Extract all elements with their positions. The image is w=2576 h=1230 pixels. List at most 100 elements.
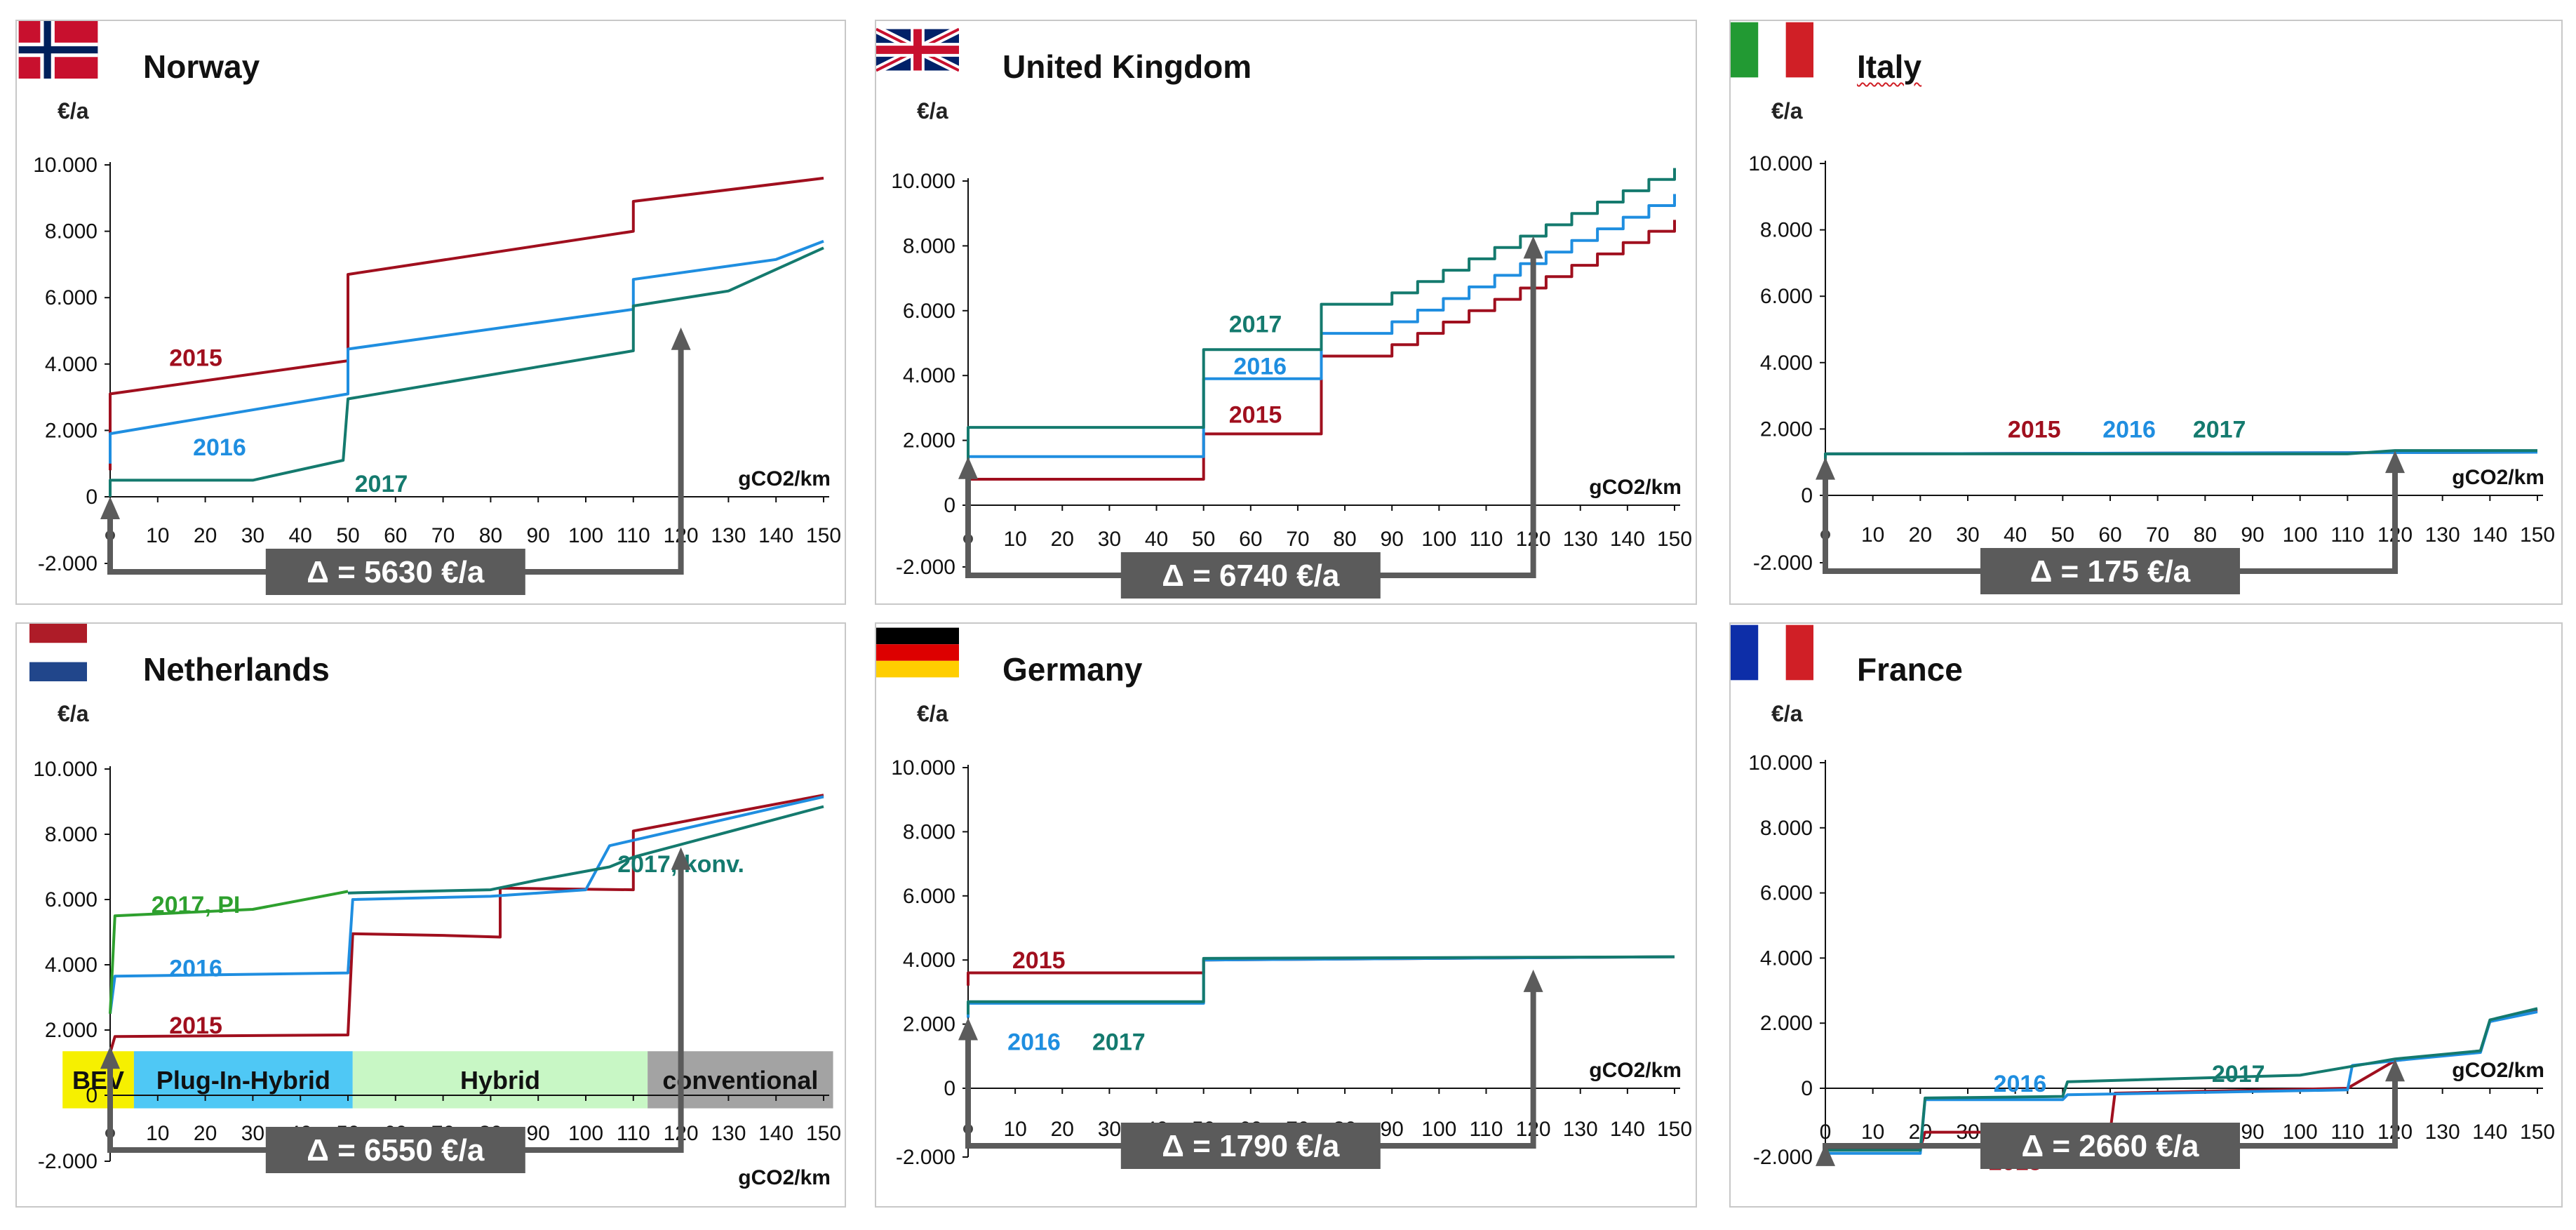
y-tick-label: 4.000 (45, 954, 98, 977)
x-tick-label: 0 (1820, 1121, 1832, 1144)
series-line-2015 (109, 176, 824, 471)
delta-box (1980, 1123, 2240, 1169)
series-line-2017-konv- (347, 805, 824, 895)
x-tick-label: 110 (1470, 1118, 1503, 1141)
x-tick-label: 60 (1239, 528, 1262, 551)
y-tick-label: 10.000 (33, 758, 98, 781)
y-tick-label: 6.000 (45, 286, 98, 309)
series-line-2017 (1825, 1007, 2538, 1152)
y-tick-label: 4.000 (45, 353, 98, 376)
y-tick-label: 0 (86, 1084, 98, 1107)
x-tick-label: 70 (431, 524, 455, 547)
italy-flag (1731, 22, 1813, 78)
y-tick-label: 4.000 (1760, 352, 1813, 375)
x-tick-label: 140 (758, 1122, 793, 1145)
x-tick-label: 40 (1145, 528, 1168, 551)
y-tick-label: 6.000 (1760, 882, 1813, 905)
vehicle-class-label: Hybrid (460, 1066, 540, 1095)
x-axis-unit: gCO2/km (1589, 476, 1682, 499)
vehicle-class-label: conventional (662, 1066, 818, 1095)
x-tick-label: 20 (1909, 523, 1932, 547)
delta-box (265, 549, 525, 595)
y-tick-label: 2.000 (1760, 417, 1813, 441)
x-tick-label: 130 (2425, 523, 2460, 547)
x-tick-label: 130 (1563, 528, 1598, 551)
x-tick-label: 90 (1381, 528, 1404, 551)
x-tick-label: 130 (1563, 1118, 1598, 1141)
chart-panel-netherlands: Netherlands €/a BEV Plug-In-Hybrid Hybrid c… (15, 622, 846, 1208)
x-tick-label: 30 (241, 524, 264, 547)
x-tick-label: 100 (2283, 523, 2318, 547)
x-tick-label: 20 (194, 1122, 217, 1145)
delta-value: Δ = 175 €/a (2030, 554, 2191, 589)
chart-plot: 10.000 8.000 6.000 4.000 2.000 0 -2.000 10 20 30 4… (33, 154, 841, 595)
series-label: 2016 (2102, 416, 2156, 443)
y-tick-label: 2.000 (45, 419, 98, 442)
delta-arrowhead-right (2385, 1059, 2405, 1082)
y-tick-label: 6.000 (45, 888, 98, 911)
united-kingdom-flag (876, 25, 959, 74)
delta-value: Δ = 5630 €/a (307, 555, 485, 589)
x-tick-label: 10 (146, 524, 169, 547)
x-tick-label: 10 (1003, 1118, 1026, 1141)
series-label: 2017 (355, 471, 408, 497)
delta-arrowhead-left (958, 456, 978, 479)
delta-arrowhead-right (671, 847, 691, 870)
delta-arrowhead-left (1816, 1143, 1835, 1166)
y-tick-label: 6.000 (903, 300, 955, 323)
series-line-2017 (967, 955, 1675, 1015)
y-tick-label: 2.000 (903, 429, 955, 453)
x-tick-label: 90 (2241, 1121, 2264, 1144)
x-tick-label: 10 (1003, 528, 1026, 551)
x-tick-label: 20 (1051, 1118, 1074, 1141)
y-tick-label: 10.000 (891, 170, 955, 193)
chart-title: Italy (1857, 48, 1922, 85)
y-tick-label: 0 (1801, 1077, 1813, 1100)
delta-arrowhead-left (100, 1046, 120, 1069)
y-tick-label: 10.000 (1748, 751, 1813, 775)
y-tick-label: 10.000 (891, 756, 955, 780)
chart-title: Netherlands (143, 651, 330, 688)
chart-panel-norway: Norway €/a 10.000 8.000 6.000 4.000 2.000 0 -2… (15, 20, 846, 605)
x-tick-label: 30 (1098, 1118, 1121, 1141)
vehicle-class-band (352, 1051, 648, 1109)
delta-value: Δ = 2660 €/a (2021, 1129, 2199, 1163)
y-tick-label: 8.000 (1760, 219, 1813, 242)
delta-arrowhead-left (958, 1017, 978, 1041)
series-label: 2017, PI (152, 892, 241, 918)
chart-plot: 10.000 8.000 6.000 4.000 2.000 0 -2.000 10 20 30 4… (1748, 152, 2555, 594)
y-tick-label: 0 (944, 1077, 955, 1100)
x-tick-label: 80 (2194, 523, 2217, 547)
series-label: 2015 (1229, 402, 1282, 429)
x-tick-label: 10 (1861, 523, 1884, 547)
x-tick-label: 110 (617, 1122, 650, 1145)
x-tick-label: 20 (194, 524, 217, 547)
x-tick-label: 150 (806, 524, 841, 547)
x-tick-label: 100 (2283, 1121, 2318, 1144)
y-tick-label: 8.000 (1760, 817, 1813, 840)
x-axis-unit: gCO2/km (738, 467, 831, 490)
series-label: 2017 (2212, 1061, 2265, 1088)
x-tick-label: 140 (1610, 528, 1645, 551)
y-tick-label: 4.000 (1760, 947, 1813, 970)
x-tick-label: 140 (758, 524, 793, 547)
y-tick-label: 8.000 (45, 823, 98, 846)
x-tick-label: 30 (1956, 523, 1979, 547)
series-label: 2015 (1012, 947, 1066, 974)
x-tick-label: 150 (2520, 1121, 2555, 1144)
series-line-2017 (967, 168, 1676, 460)
y-tick-label: -2.000 (1753, 552, 1813, 575)
x-tick-label: 10 (146, 1122, 169, 1145)
series-line-2016 (967, 955, 1675, 1018)
x-tick-label: 80 (1333, 528, 1356, 551)
y-tick-label: 10.000 (1748, 152, 1813, 175)
series-label: 2015 (169, 345, 222, 371)
delta-arrowhead-left (1816, 457, 1835, 480)
chart-title: France (1857, 651, 1963, 688)
vehicle-class-band (62, 1051, 134, 1109)
x-tick-label: 90 (527, 1122, 550, 1145)
y-axis-unit: €/a (1771, 98, 1803, 123)
x-tick-label: 30 (241, 1122, 264, 1145)
delta-box (1120, 1123, 1381, 1169)
chart-panel-italy: Italy €/a 10.000 8.000 6.000 4.000 2.000 0 -2.… (1729, 20, 2563, 605)
